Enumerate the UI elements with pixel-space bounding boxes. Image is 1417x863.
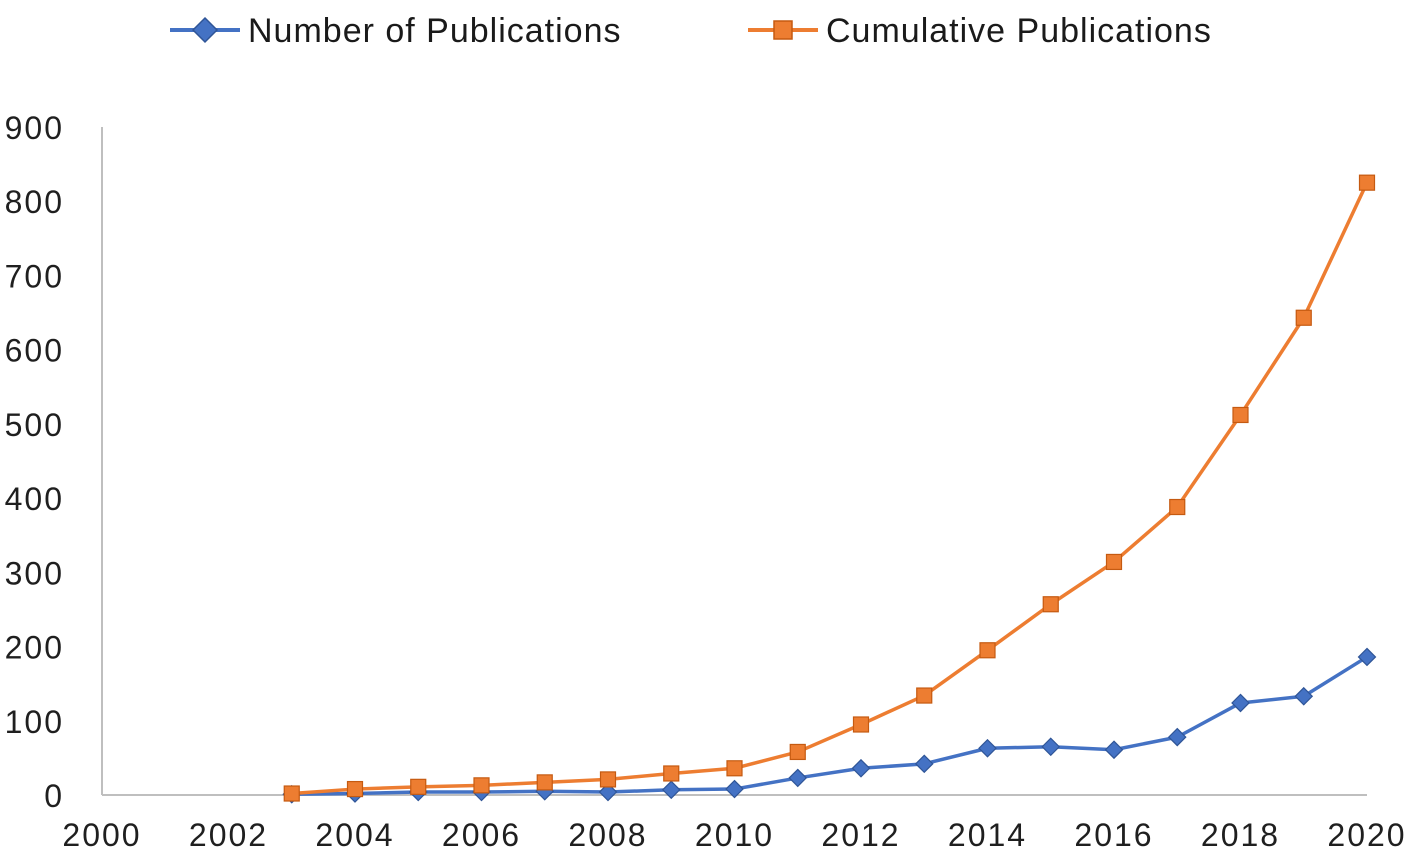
data-point-square-marker (726, 760, 743, 777)
chart-legend: Number of Publications Cumulative Public… (170, 12, 1212, 50)
data-point-square-marker (1169, 498, 1186, 516)
series-layer (282, 174, 1377, 804)
data-point-square-marker (473, 777, 490, 794)
x-tick-label: 2020 (1327, 817, 1406, 853)
diamond-marker-icon (191, 16, 219, 44)
data-point-square-marker (1295, 309, 1312, 326)
data-point-diamond-marker (851, 758, 871, 778)
data-point-square-marker (283, 785, 300, 802)
data-point-square-marker (852, 716, 870, 733)
data-point-diamond-marker (1167, 727, 1187, 747)
data-point-square-marker (979, 642, 996, 659)
data-point-diamond-marker (1231, 693, 1250, 713)
data-point-square-marker (1105, 553, 1123, 571)
legend-label-cumulative-publications: Cumulative Publications (826, 12, 1212, 50)
data-point-square-marker (346, 780, 364, 798)
data-point-square-marker (916, 687, 933, 704)
square-marker-icon (773, 20, 793, 40)
legend-label-number-of-publications: Number of Publications (248, 12, 622, 50)
y-tick-label: 500 (5, 407, 64, 443)
data-point-square-marker (410, 778, 427, 795)
x-tick-label: 2010 (695, 817, 774, 853)
x-tick-label: 2014 (948, 817, 1027, 853)
data-point-diamond-marker (914, 754, 934, 774)
x-tick-label: 2006 (442, 817, 521, 853)
y-tick-label: 300 (5, 555, 64, 591)
data-point-diamond-marker (598, 782, 618, 802)
y-tick-label: 100 (5, 704, 64, 740)
data-point-diamond-marker (788, 768, 808, 788)
data-point-diamond-marker (661, 780, 681, 800)
x-tick-label: 2012 (821, 817, 900, 853)
y-tick-label: 600 (5, 333, 64, 369)
x-axis-tick-labels: 2000 2002 2004 2006 2008 2010 2012 2014 2016 2018… (62, 817, 1406, 853)
data-point-square-marker (1042, 596, 1059, 613)
data-point-diamond-marker (1041, 737, 1061, 757)
x-tick-label: 2008 (568, 817, 647, 853)
data-point-diamond-marker (1294, 686, 1314, 706)
x-tick-label: 2016 (1074, 817, 1153, 853)
data-point-square-marker (663, 765, 680, 782)
data-point-square-marker (789, 743, 806, 761)
y-tick-label: 200 (5, 630, 64, 666)
data-point-diamond-marker (725, 779, 744, 799)
data-point-square-marker (1358, 174, 1376, 191)
data-point-diamond-marker (978, 738, 997, 758)
legend-item-cumulative-publications: Cumulative Publications (748, 12, 1212, 50)
series-line-diamond (290, 655, 1369, 797)
legend-item-number-of-publications: Number of Publications (170, 12, 622, 50)
y-tick-label: 800 (5, 184, 64, 220)
data-point-square-marker (1232, 406, 1249, 424)
data-point-square-marker (536, 774, 553, 791)
y-tick-label: 400 (5, 481, 64, 517)
y-tick-label: 900 (5, 110, 64, 146)
x-tick-label: 2018 (1201, 817, 1280, 853)
data-point-diamond-marker (1104, 740, 1124, 760)
data-point-diamond-marker (1357, 647, 1377, 667)
y-tick-label: 700 (5, 258, 64, 294)
series-line-square (290, 180, 1369, 796)
x-tick-label: 2002 (189, 817, 268, 853)
data-point-square-marker (599, 771, 617, 788)
x-tick-label: 2004 (315, 817, 394, 853)
y-tick-label: 0 (44, 778, 64, 814)
y-axis-tick-labels: 0 100 200 300 400 500 600 700 800 900 (5, 110, 64, 814)
x-tick-label: 2000 (62, 817, 141, 853)
